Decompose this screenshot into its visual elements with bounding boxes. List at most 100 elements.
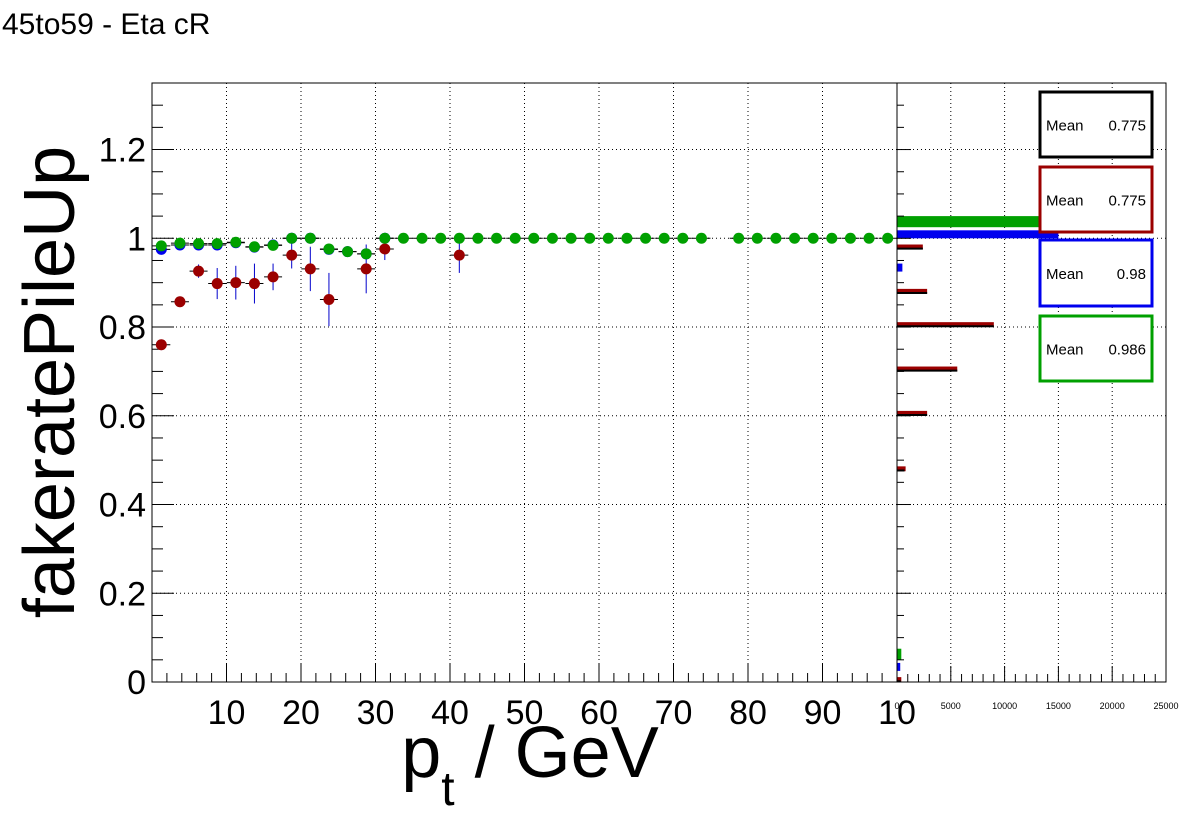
side-x-tick-label: 0 bbox=[894, 701, 899, 711]
side-histogram-bar bbox=[897, 244, 923, 250]
data-point bbox=[658, 232, 670, 244]
data-point bbox=[230, 277, 242, 289]
data-point bbox=[807, 232, 819, 244]
y-tick-label: 1 bbox=[127, 220, 146, 258]
x-tick-label: 80 bbox=[729, 694, 767, 732]
data-point bbox=[286, 232, 298, 244]
data-point bbox=[733, 232, 745, 244]
side-x-tick-label: 10000 bbox=[992, 701, 1017, 711]
data-point bbox=[677, 232, 689, 244]
x-tick-label: 60 bbox=[580, 694, 618, 732]
y-tick-label: 0.8 bbox=[99, 309, 146, 347]
stats-box bbox=[1038, 165, 1154, 234]
side-histogram-bar bbox=[897, 247, 923, 250]
main-plot-frame bbox=[151, 82, 898, 683]
data-point bbox=[379, 243, 391, 255]
y-axis-label: fakeratePileUp bbox=[10, 146, 90, 618]
stats-box-value: 0.775 bbox=[1108, 193, 1146, 210]
side-histogram-bar bbox=[897, 230, 1059, 239]
data-point bbox=[267, 271, 279, 283]
y-tick-label: 0.2 bbox=[99, 575, 146, 613]
main-ticks: 10 20 30 40 50 60 70 80 90 1000.20.40.60.811.2 bbox=[99, 104, 916, 732]
data-point bbox=[379, 232, 391, 244]
canvas-title: 45to59 - Eta cR bbox=[2, 8, 211, 41]
data-point bbox=[304, 263, 316, 275]
data-point bbox=[360, 248, 372, 260]
data-point bbox=[621, 232, 633, 244]
data-point bbox=[435, 232, 447, 244]
stats-box bbox=[1038, 314, 1154, 383]
x-tick-label: 10 bbox=[878, 694, 916, 732]
main-points bbox=[152, 232, 897, 351]
data-point bbox=[565, 232, 577, 244]
data-point bbox=[304, 232, 316, 244]
side-histogram-bar bbox=[897, 648, 902, 660]
x-axis-label-subscript: t bbox=[441, 763, 454, 816]
y-tick-label: 0 bbox=[127, 664, 146, 702]
stats-box-value: 0.986 bbox=[1108, 342, 1146, 359]
side-x-tick-label: 20000 bbox=[1100, 701, 1125, 711]
x-tick-label: 50 bbox=[506, 694, 544, 732]
data-point bbox=[546, 232, 558, 244]
data-point bbox=[155, 240, 167, 252]
data-point bbox=[211, 238, 223, 250]
data-point bbox=[695, 232, 707, 244]
y-tick-label: 0.6 bbox=[99, 398, 146, 436]
x-axis-label-unit: / GeV bbox=[455, 713, 659, 793]
data-point bbox=[863, 232, 875, 244]
data-point bbox=[286, 249, 298, 261]
data-point bbox=[193, 265, 205, 277]
stats-box bbox=[1038, 90, 1154, 159]
side-histogram-bar bbox=[897, 366, 958, 372]
side-histogram-bar bbox=[897, 291, 928, 294]
side-x-tick-label: 5000 bbox=[941, 701, 961, 711]
side-histogram-bar bbox=[897, 216, 1080, 228]
stats-box-label: Mean bbox=[1046, 118, 1084, 135]
side-histogram-bar bbox=[897, 325, 994, 328]
data-point bbox=[509, 232, 521, 244]
y-tick-label: 0.4 bbox=[99, 487, 146, 525]
x-tick-label: 90 bbox=[804, 694, 842, 732]
x-axis-label-main: p bbox=[401, 713, 441, 793]
x-tick-label: 20 bbox=[282, 694, 320, 732]
side-x-tick-label: 15000 bbox=[1046, 701, 1071, 711]
stats-box-label: Mean bbox=[1046, 193, 1084, 210]
x-tick-label: 70 bbox=[655, 694, 693, 732]
data-point bbox=[472, 232, 484, 244]
side-histogram-bar bbox=[897, 369, 958, 372]
stats-box-label: Mean bbox=[1046, 266, 1084, 283]
stats-boxes: Mean 0.775 Mean 0.775 Mean 0.98 Mean 0.986 bbox=[1038, 90, 1154, 383]
data-point bbox=[602, 232, 614, 244]
side-plot-frame bbox=[896, 82, 1167, 683]
side-histogram-bar bbox=[897, 469, 905, 472]
stats-box bbox=[1038, 238, 1154, 308]
side-histogram-bar bbox=[897, 677, 902, 682]
side-x-tick-label: 25000 bbox=[1153, 701, 1178, 711]
data-point bbox=[211, 278, 223, 290]
side-histogram-bar bbox=[897, 410, 928, 416]
side-histogram-bars bbox=[897, 216, 1080, 683]
data-point bbox=[248, 241, 260, 253]
data-point bbox=[416, 232, 428, 244]
data-point bbox=[640, 232, 652, 244]
data-point bbox=[248, 278, 260, 290]
data-point bbox=[323, 294, 335, 306]
x-tick-label: 40 bbox=[431, 694, 469, 732]
data-point bbox=[770, 232, 782, 244]
data-point bbox=[882, 232, 894, 244]
data-point bbox=[174, 237, 186, 249]
data-point bbox=[453, 232, 465, 244]
side-histogram-bar bbox=[897, 322, 994, 328]
data-point bbox=[844, 232, 856, 244]
data-point bbox=[230, 236, 242, 248]
side-ticks: 0 5000 10000 15000 20000 25000 bbox=[894, 104, 1179, 711]
x-tick-label: 30 bbox=[357, 694, 395, 732]
data-point bbox=[453, 249, 465, 261]
data-point bbox=[267, 239, 279, 251]
side-histogram-bar bbox=[897, 414, 928, 417]
data-point bbox=[397, 232, 409, 244]
data-point bbox=[155, 339, 167, 351]
data-point bbox=[751, 232, 763, 244]
side-histogram-bar bbox=[897, 263, 903, 272]
